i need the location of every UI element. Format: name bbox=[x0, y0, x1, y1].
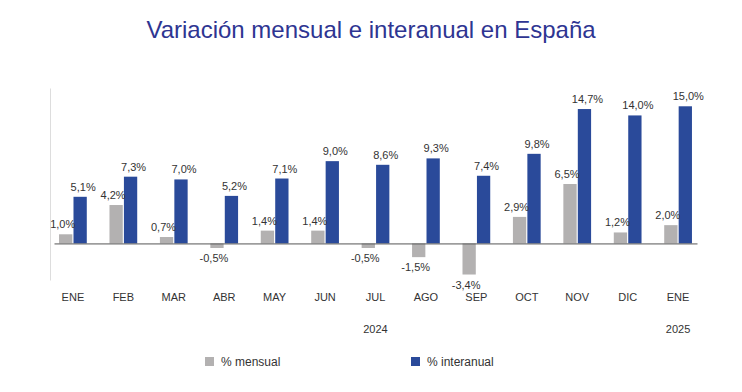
x-tick-label: ENE bbox=[62, 291, 85, 303]
legend-label: % mensual bbox=[221, 355, 280, 369]
x-tick-label: MAY bbox=[263, 291, 287, 303]
bar bbox=[160, 237, 173, 243]
x-tick-label: SEP bbox=[465, 291, 487, 303]
data-label: 14,0% bbox=[622, 99, 653, 111]
bar bbox=[275, 179, 288, 244]
data-label: 5,1% bbox=[71, 181, 96, 193]
y-axis-line bbox=[50, 89, 51, 281]
data-label: 2,9% bbox=[504, 201, 529, 213]
bar bbox=[261, 231, 274, 244]
title: Variación mensual e interanual en España bbox=[146, 16, 596, 43]
x-tick: ENE bbox=[667, 243, 690, 302]
x-tick: DIC bbox=[618, 243, 637, 302]
x-tick: MAY bbox=[263, 243, 287, 302]
y-axis bbox=[50, 89, 51, 281]
x-tick-label: AGO bbox=[414, 291, 439, 303]
x-tick: ENE bbox=[62, 243, 85, 302]
data-label: 7,3% bbox=[121, 161, 146, 173]
legend-swatch bbox=[205, 357, 214, 366]
data-label: 15,0% bbox=[673, 90, 704, 102]
bar bbox=[462, 243, 475, 274]
bar bbox=[563, 184, 576, 243]
data-label: 2,0% bbox=[655, 209, 680, 221]
x-tick-label: ABR bbox=[213, 291, 236, 303]
data-label: 8,6% bbox=[373, 149, 398, 161]
data-label: 1,2% bbox=[605, 216, 630, 228]
data-label: -0,5% bbox=[351, 252, 380, 264]
data-label: 1,0% bbox=[50, 218, 75, 230]
bar bbox=[174, 179, 187, 243]
x-tick-label: JUN bbox=[314, 291, 335, 303]
data-label: -3,4% bbox=[452, 279, 481, 291]
legend: % mensual % interanual bbox=[205, 355, 494, 369]
bar bbox=[578, 109, 591, 243]
x-tick: SEP bbox=[465, 243, 487, 302]
bar bbox=[477, 176, 490, 244]
data-label: 7,0% bbox=[171, 163, 196, 175]
bar bbox=[225, 196, 238, 244]
x-tick-label: JUL bbox=[366, 291, 386, 303]
bar bbox=[73, 197, 86, 244]
data-label: 1,4% bbox=[252, 215, 277, 227]
x-tick: JUN bbox=[314, 243, 335, 302]
data-label: 9,8% bbox=[524, 138, 549, 150]
x-tick-label: ENE bbox=[667, 291, 690, 303]
data-label: 7,1% bbox=[272, 163, 297, 175]
data-label: 7,4% bbox=[474, 160, 499, 172]
data-label: 9,3% bbox=[424, 142, 449, 154]
x-tick: FEB bbox=[113, 243, 134, 302]
data-label: -0,5% bbox=[200, 252, 229, 264]
bars bbox=[59, 106, 692, 274]
bar bbox=[124, 177, 137, 244]
x-tick: MAR bbox=[162, 243, 187, 302]
x-tick-label: MAR bbox=[162, 291, 187, 303]
bar bbox=[614, 232, 627, 243]
x-tick-label: OCT bbox=[515, 291, 539, 303]
x-axis: ENE FEB MAR ABR MAY JUN JUL AGO SEP OCT NOV DIC ENE bbox=[55, 243, 698, 302]
data-label: 9,0% bbox=[323, 145, 348, 157]
legend-swatch bbox=[411, 357, 420, 366]
bar bbox=[376, 165, 389, 244]
bar bbox=[59, 234, 72, 243]
data-label: 4,2% bbox=[101, 189, 126, 201]
bar bbox=[311, 231, 324, 244]
bar bbox=[427, 158, 440, 243]
year-labels: 2024 2025 bbox=[363, 323, 690, 335]
bar bbox=[664, 225, 677, 243]
bar bbox=[326, 161, 339, 243]
bar bbox=[109, 205, 122, 243]
x-tick-label: NOV bbox=[565, 291, 590, 303]
data-label: 14,7% bbox=[572, 93, 603, 105]
bar bbox=[628, 115, 641, 243]
baseline bbox=[55, 243, 698, 244]
data-label: 5,2% bbox=[222, 180, 247, 192]
x-tick-label: DIC bbox=[618, 291, 637, 303]
data-label: 1,4% bbox=[302, 215, 327, 227]
data-label: -1,5% bbox=[401, 261, 430, 273]
year-label: 2025 bbox=[666, 323, 690, 335]
legend-label: % interanual bbox=[427, 355, 494, 369]
data-label: 6,5% bbox=[554, 168, 579, 180]
series-bars bbox=[73, 106, 691, 243]
chart: Variación mensual e interanual en España… bbox=[0, 0, 742, 392]
year-label: 2024 bbox=[363, 323, 387, 335]
x-tick: OCT bbox=[515, 243, 539, 302]
bar bbox=[527, 154, 540, 244]
data-label: 0,7% bbox=[151, 221, 176, 233]
bar bbox=[679, 106, 692, 243]
bar bbox=[412, 243, 425, 257]
x-tick-label: FEB bbox=[113, 291, 134, 303]
x-tick: NOV bbox=[565, 243, 590, 302]
bar bbox=[513, 217, 526, 244]
data-labels: 1,0% 4,2% 0,7% -0,5% 1,4% 1,4% -0,5% -1,5% -3,4%… bbox=[50, 90, 704, 290]
